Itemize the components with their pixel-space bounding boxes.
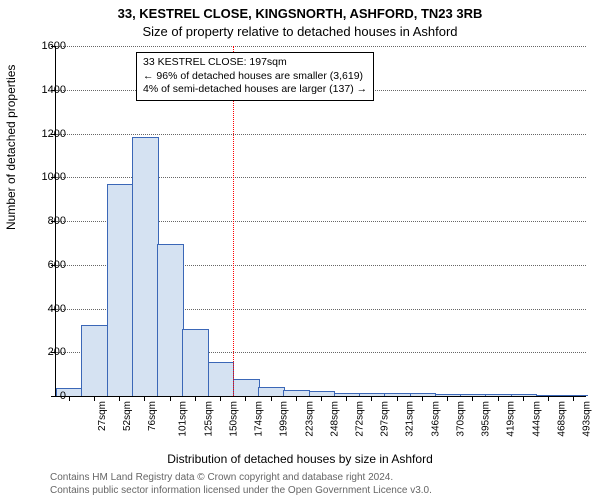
histogram-bar xyxy=(81,325,108,396)
xtick-label: 52sqm xyxy=(122,401,133,431)
xtick-label: 468sqm xyxy=(556,401,567,437)
annotation-box: 33 KESTREL CLOSE: 197sqm← 96% of detache… xyxy=(136,52,374,101)
plot-area: 27sqm52sqm76sqm101sqm125sqm150sqm174sqm1… xyxy=(55,46,586,397)
histogram-bar xyxy=(410,393,437,396)
histogram-bar xyxy=(511,394,538,396)
xtick-mark xyxy=(119,396,120,401)
xtick-mark xyxy=(548,396,549,401)
xtick-label: 272sqm xyxy=(355,401,366,437)
xtick-label: 297sqm xyxy=(380,401,391,437)
histogram-bar xyxy=(132,137,159,396)
xtick-label: 223sqm xyxy=(304,401,315,437)
histogram-bar xyxy=(485,394,512,396)
xtick-mark xyxy=(422,396,423,401)
xtick-mark xyxy=(195,396,196,401)
xtick-mark xyxy=(94,396,95,401)
footer-line1: Contains HM Land Registry data © Crown c… xyxy=(50,472,393,483)
ytick-label: 1600 xyxy=(26,40,66,52)
xtick-label: 493sqm xyxy=(582,401,593,437)
ytick-label: 200 xyxy=(26,346,66,358)
ytick-label: 1400 xyxy=(26,84,66,96)
annotation-line1: 33 KESTREL CLOSE: 197sqm xyxy=(143,56,367,70)
annotation-line3: 4% of semi-detached houses are larger (1… xyxy=(143,83,367,97)
footer-line2: Contains public sector information licen… xyxy=(50,485,432,496)
xtick-label: 125sqm xyxy=(203,401,214,437)
histogram-bar xyxy=(107,184,134,396)
xtick-mark xyxy=(245,396,246,401)
ytick-label: 1000 xyxy=(26,171,66,183)
annotation-line2: ← 96% of detached houses are smaller (3,… xyxy=(143,70,367,84)
xtick-label: 76sqm xyxy=(147,401,158,431)
ytick-label: 800 xyxy=(26,215,66,227)
ytick-label: 600 xyxy=(26,259,66,271)
xtick-label: 199sqm xyxy=(279,401,290,437)
histogram-bar xyxy=(157,244,184,396)
xtick-label: 321sqm xyxy=(405,401,416,437)
xtick-mark xyxy=(573,396,574,401)
histogram-bar xyxy=(258,387,285,396)
histogram-bar xyxy=(233,379,260,396)
xtick-label: 444sqm xyxy=(531,401,542,437)
xtick-label: 419sqm xyxy=(506,401,517,437)
gridline-h xyxy=(56,46,586,47)
xtick-mark xyxy=(523,396,524,401)
ytick-label: 1200 xyxy=(26,128,66,140)
xtick-mark xyxy=(472,396,473,401)
xtick-label: 395sqm xyxy=(481,401,492,437)
histogram-bar xyxy=(208,362,235,396)
ytick-label: 0 xyxy=(26,390,66,402)
xtick-label: 370sqm xyxy=(456,401,467,437)
xtick-mark xyxy=(170,396,171,401)
xtick-label: 150sqm xyxy=(228,401,239,437)
chart-title-line2: Size of property relative to detached ho… xyxy=(0,24,600,39)
xtick-mark xyxy=(271,396,272,401)
xtick-mark xyxy=(371,396,372,401)
histogram-bar xyxy=(283,390,310,396)
ytick-label: 400 xyxy=(26,303,66,315)
chart-title-line1: 33, KESTREL CLOSE, KINGSNORTH, ASHFORD, … xyxy=(0,6,600,21)
xtick-mark xyxy=(296,396,297,401)
xtick-label: 27sqm xyxy=(97,401,108,431)
histogram-bar xyxy=(359,393,386,396)
xtick-label: 248sqm xyxy=(329,401,340,437)
xtick-mark xyxy=(397,396,398,401)
gridline-h xyxy=(56,134,586,135)
x-axis-label: Distribution of detached houses by size … xyxy=(0,452,600,466)
y-axis-label: Number of detached properties xyxy=(4,65,18,230)
xtick-mark xyxy=(144,396,145,401)
chart-container: 33, KESTREL CLOSE, KINGSNORTH, ASHFORD, … xyxy=(0,0,600,500)
xtick-mark xyxy=(220,396,221,401)
xtick-label: 101sqm xyxy=(178,401,189,437)
xtick-label: 346sqm xyxy=(430,401,441,437)
xtick-mark xyxy=(321,396,322,401)
xtick-mark xyxy=(447,396,448,401)
histogram-bar xyxy=(384,393,411,396)
histogram-bar xyxy=(182,329,209,396)
xtick-mark xyxy=(69,396,70,401)
xtick-mark xyxy=(498,396,499,401)
xtick-mark xyxy=(346,396,347,401)
xtick-label: 174sqm xyxy=(254,401,265,437)
